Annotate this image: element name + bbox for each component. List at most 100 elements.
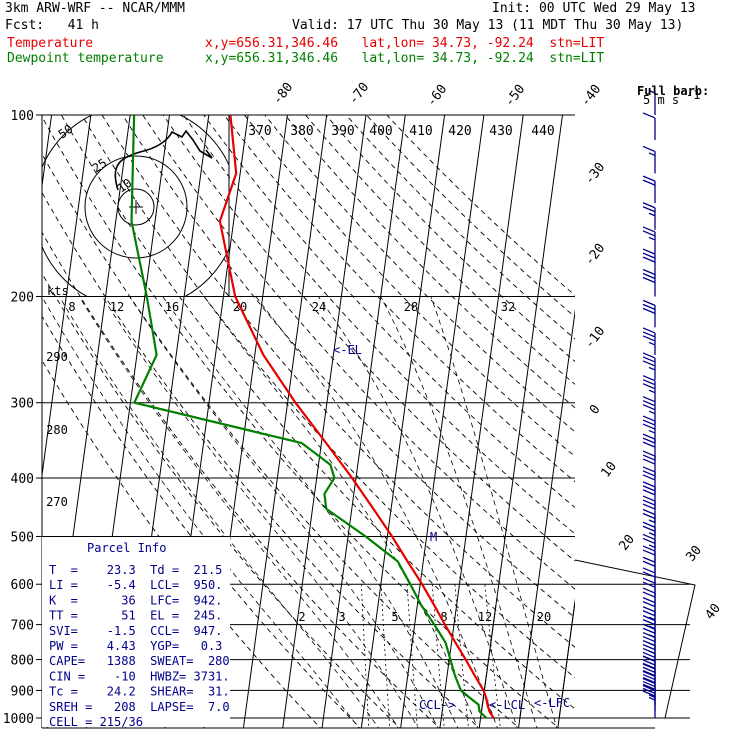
wind-barb-half-flag bbox=[648, 212, 656, 217]
wind-barb-flag bbox=[642, 587, 656, 594]
parcel-row: PW = 4.43 YGP= 0.3 bbox=[49, 639, 222, 653]
wind-barb-flag bbox=[642, 466, 656, 473]
speed-label: 32 bbox=[501, 300, 515, 314]
dry-adiabat-line bbox=[304, 115, 575, 385]
wind-barb-half-flag bbox=[648, 366, 656, 371]
dry-adiabat-line bbox=[101, 115, 575, 648]
dry-adiabat-line bbox=[42, 231, 441, 728]
hodograph-rings bbox=[42, 115, 229, 296]
dry-adiabat-line bbox=[284, 115, 575, 409]
isotherm-line bbox=[439, 115, 524, 728]
valid-time: Valid: 17 UTC Thu 30 May 13 (11 MDT Thu … bbox=[292, 18, 684, 33]
dewpoint-location: x,y=656.31,346.46 lat,lon= 34.73, -92.24… bbox=[205, 51, 605, 66]
parcel-title: Parcel Info bbox=[87, 541, 166, 555]
wind-barb bbox=[642, 352, 656, 380]
wind-barb-flag bbox=[642, 356, 656, 363]
parcel-row: SREH = 208 LAPSE= 7.0 bbox=[49, 700, 230, 714]
moist-adiabat-line bbox=[203, 296, 479, 728]
dry-adiabat-line bbox=[42, 153, 520, 728]
wind-barb-flag bbox=[642, 495, 656, 502]
isotherm-line bbox=[321, 115, 406, 728]
hodograph-ring-label: 25 bbox=[90, 156, 110, 176]
wind-barb-flag bbox=[642, 687, 656, 694]
parcel-info-panel: Parcel Info T = 23.3 Td = 21.5LI = -5.4 L… bbox=[42, 537, 230, 729]
wind-barb-flag bbox=[642, 299, 656, 306]
wind-barb-flag bbox=[642, 375, 656, 382]
temperature-location: x,y=656.31,346.46 lat,lon= 34.73, -92.24… bbox=[205, 36, 605, 51]
wind-barb-flag bbox=[642, 256, 656, 263]
parcel-row: Tc = 24.2 SHEAR= 31. bbox=[49, 685, 230, 699]
wind-barb-flag bbox=[642, 272, 656, 280]
wind-barb-flag bbox=[642, 659, 656, 666]
wind-barb-flag bbox=[642, 503, 656, 510]
wind-barb-flag bbox=[642, 276, 656, 284]
wind-barb bbox=[642, 175, 656, 204]
parcel-row: CELL = 215/36 bbox=[49, 715, 143, 729]
wind-barb-half-flag bbox=[648, 625, 656, 630]
wind-barb-flag bbox=[642, 627, 656, 634]
hodograph-ring bbox=[84, 155, 188, 259]
wind-barb bbox=[642, 112, 656, 140]
wind-barb-flag bbox=[642, 591, 656, 598]
isotherm-line bbox=[400, 115, 485, 728]
theta-label: 400 bbox=[369, 124, 392, 139]
wind-barb-half-flag bbox=[648, 429, 656, 434]
isotherm-label: -20 bbox=[582, 241, 608, 269]
wind-barbs bbox=[642, 89, 656, 718]
wind-barb-flag bbox=[642, 303, 656, 310]
dry-adiabat-line bbox=[345, 115, 575, 340]
extended-isotherm bbox=[558, 605, 576, 719]
wind-barb-flag bbox=[642, 655, 656, 663]
wind-barb-flag bbox=[642, 663, 656, 670]
wind-barb bbox=[642, 450, 656, 479]
temperature-trace bbox=[218, 115, 495, 719]
wind-barb-flag bbox=[642, 619, 656, 626]
parcel-row: T = 23.3 Td = 21.5 bbox=[49, 563, 222, 577]
wind-barb-half-flag bbox=[648, 389, 656, 394]
dry-adiabat-line bbox=[365, 115, 575, 318]
wind-barb bbox=[642, 327, 656, 355]
mixing-ratio-line bbox=[431, 584, 445, 728]
dry-adiabat-line bbox=[42, 115, 560, 728]
wind-barb bbox=[648, 89, 656, 115]
speed-label: 24 bbox=[312, 300, 326, 314]
pressure-label: 700 bbox=[11, 619, 34, 634]
dry-adiabat-line bbox=[325, 115, 575, 362]
wind-barb bbox=[642, 202, 656, 230]
wind-barb-flag bbox=[642, 454, 656, 461]
model-title: 3km ARW-WRF -- NCAR/MMM bbox=[5, 1, 186, 16]
dewpoint-legend: Dewpoint temperature bbox=[7, 51, 164, 66]
wind-barb-flag bbox=[642, 508, 656, 516]
dry-adiabat-line bbox=[182, 115, 575, 535]
wind-barb-flag bbox=[642, 331, 656, 338]
wind-barb-flag bbox=[642, 450, 656, 457]
theta-label: 380 bbox=[290, 124, 313, 139]
m-marker: M bbox=[430, 530, 437, 544]
dry-adiabat-line bbox=[60, 115, 575, 710]
wind-barb-flag bbox=[642, 179, 656, 186]
wind-barb-flag bbox=[642, 635, 656, 643]
wind-barb-flag bbox=[642, 481, 656, 488]
moist-adiabat-line bbox=[380, 296, 538, 728]
wind-barb-flag bbox=[642, 458, 656, 465]
wind-barb-half-flag bbox=[648, 544, 656, 549]
isotherm-label: 0 bbox=[587, 402, 604, 417]
hodograph-ring bbox=[117, 188, 155, 226]
theta-label: 420 bbox=[448, 124, 471, 139]
forecast-hour: Fcst: 41 h bbox=[5, 18, 99, 33]
mixing-ratio-label: 20 bbox=[537, 610, 551, 624]
lfc-marker: <-LFC bbox=[534, 696, 570, 710]
wind-barb-flag bbox=[642, 521, 656, 528]
wind-barb-flag bbox=[642, 677, 656, 685]
speed-label: 12 bbox=[110, 300, 124, 314]
pressure-label: 300 bbox=[11, 397, 34, 412]
wind-barb-flag bbox=[642, 676, 656, 684]
wind-barb-half-flag bbox=[648, 519, 656, 524]
parcel-row: CIN = -10 HWBZ= 3731. bbox=[49, 669, 230, 683]
pressure-label: 900 bbox=[11, 684, 34, 699]
wind-barb-flag bbox=[642, 202, 656, 209]
wind-barb-flag bbox=[642, 549, 656, 556]
isotherm-label: -50 bbox=[502, 82, 528, 110]
speed-label: 8 bbox=[68, 300, 75, 314]
